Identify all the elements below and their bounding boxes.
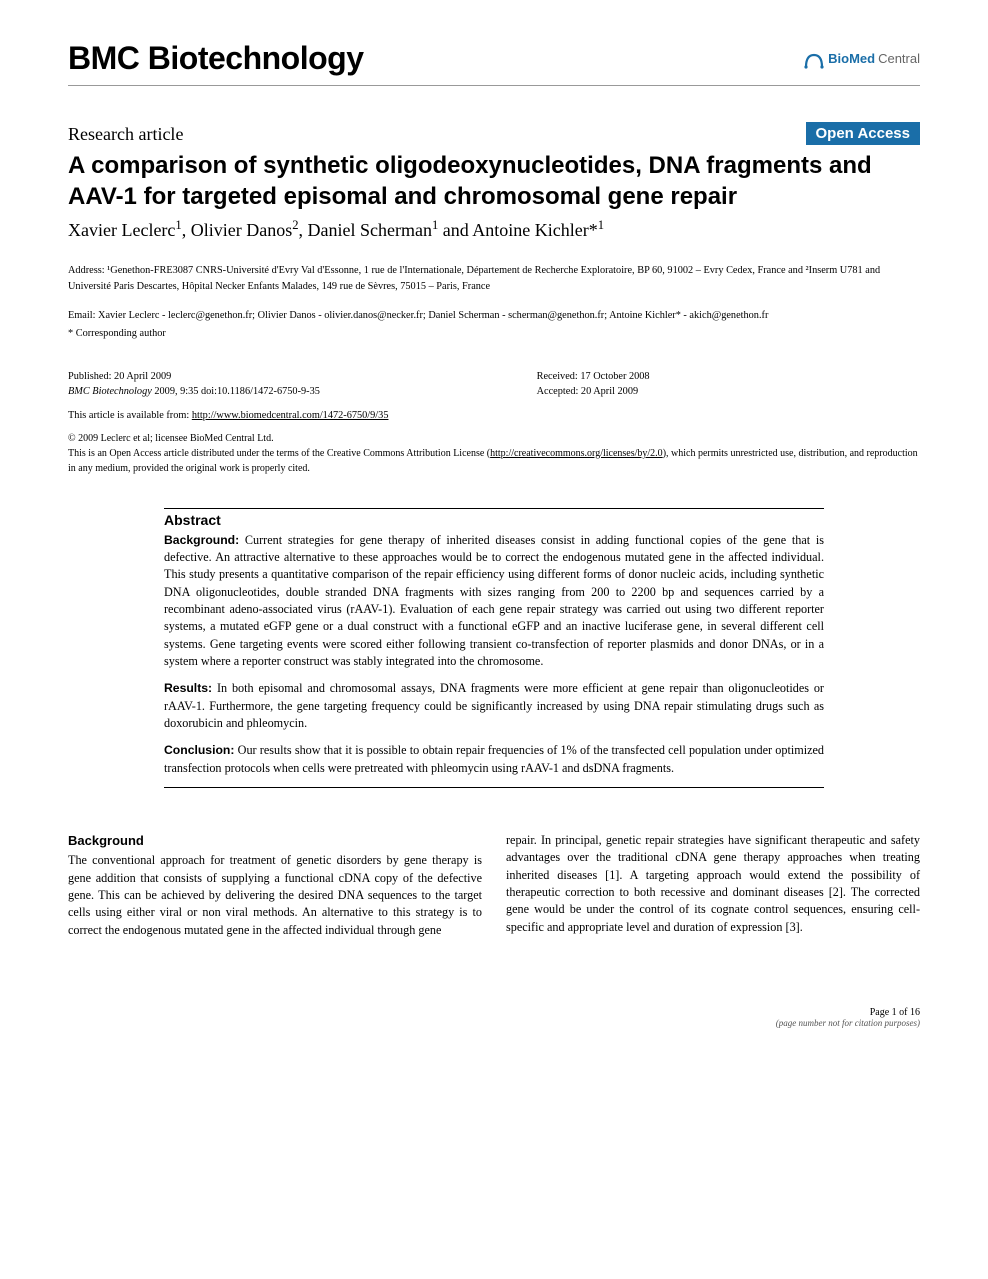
abstract-conclusion: Conclusion: Our results show that it is … <box>164 742 824 777</box>
page-note: (page number not for citation purposes) <box>68 1018 920 1028</box>
abstract-conclusion-text: Our results show that it is possible to … <box>164 743 824 774</box>
biomed-logo-icon <box>803 49 825 69</box>
abstract-results-text: In both episomal and chromosomal assays,… <box>164 681 824 730</box>
journal-header: BMC Biotechnology BioMed Central <box>68 40 920 86</box>
abstract-body: Background: Current strategies for gene … <box>164 532 824 788</box>
publisher-logo: BioMed Central <box>803 49 920 69</box>
abstract-block: Abstract Background: Current strategies … <box>164 508 824 788</box>
column-left: Background The conventional approach for… <box>68 832 482 939</box>
license-prefix: This is an Open Access article distribut… <box>68 448 490 459</box>
emails-block: Email: Xavier Leclerc - leclerc@genethon… <box>68 308 920 323</box>
article-type-row: Research article Open Access <box>68 122 920 145</box>
publisher-brand: BioMed <box>828 51 875 66</box>
corresponding-note: * Corresponding author <box>68 328 920 339</box>
license-line: This is an Open Access article distribut… <box>68 446 920 476</box>
article-title: A comparison of synthetic oligodeoxynucl… <box>68 151 920 212</box>
body-columns: Background The conventional approach for… <box>68 832 920 939</box>
published-date: Published: 20 April 2009 <box>68 369 494 384</box>
body-col2-text: repair. In principal, genetic repair str… <box>506 833 920 934</box>
article-type: Research article <box>68 124 183 145</box>
url-label: This article is available from: <box>68 410 192 421</box>
abstract-results-label: Results: <box>164 681 212 695</box>
abstract-conclusion-label: Conclusion: <box>164 743 234 757</box>
citation-line: BMC Biotechnology 2009, 9:35 doi:10.1186… <box>68 384 494 399</box>
affiliation-block: Address: ¹Genethon-FRE3087 CNRS-Universi… <box>68 263 920 294</box>
column-right: repair. In principal, genetic repair str… <box>506 832 920 939</box>
body-col1-text: The conventional approach for treatment … <box>68 853 482 936</box>
author-list: Xavier Leclerc1, Olivier Danos2, Daniel … <box>68 218 920 241</box>
abstract-background-text: Current strategies for gene therapy of i… <box>164 533 824 668</box>
page-number: Page 1 of 16 <box>68 1007 920 1018</box>
pub-left: Published: 20 April 2009 BMC Biotechnolo… <box>68 369 494 400</box>
citation-journal: BMC Biotechnology <box>68 386 152 397</box>
page-footer: Page 1 of 16 (page number not for citati… <box>68 1007 920 1028</box>
publication-info: Published: 20 April 2009 BMC Biotechnolo… <box>68 369 920 400</box>
article-url-link[interactable]: http://www.biomedcentral.com/1472-6750/9… <box>192 410 389 421</box>
copyright-block: © 2009 Leclerc et al; licensee BioMed Ce… <box>68 431 920 476</box>
accepted-date: Accepted: 20 April 2009 <box>537 384 920 399</box>
pub-right: Received: 17 October 2008 Accepted: 20 A… <box>537 369 920 400</box>
page-container: BMC Biotechnology BioMed Central Researc… <box>0 0 988 1068</box>
abstract-results: Results: In both episomal and chromosoma… <box>164 680 824 732</box>
license-url-link[interactable]: http://creativecommons.org/licenses/by/2… <box>490 448 663 459</box>
journal-name: BMC Biotechnology <box>68 40 363 77</box>
abstract-heading: Abstract <box>164 508 824 528</box>
background-heading: Background <box>68 832 482 850</box>
publisher-suffix: Central <box>878 51 920 66</box>
open-access-badge: Open Access <box>806 122 921 145</box>
citation-rest: 2009, 9:35 doi:10.1186/1472-6750-9-35 <box>152 386 320 397</box>
abstract-background: Background: Current strategies for gene … <box>164 532 824 671</box>
article-url-line: This article is available from: http://w… <box>68 410 920 421</box>
abstract-background-label: Background: <box>164 533 239 547</box>
copyright-line: © 2009 Leclerc et al; licensee BioMed Ce… <box>68 431 920 446</box>
received-date: Received: 17 October 2008 <box>537 369 920 384</box>
